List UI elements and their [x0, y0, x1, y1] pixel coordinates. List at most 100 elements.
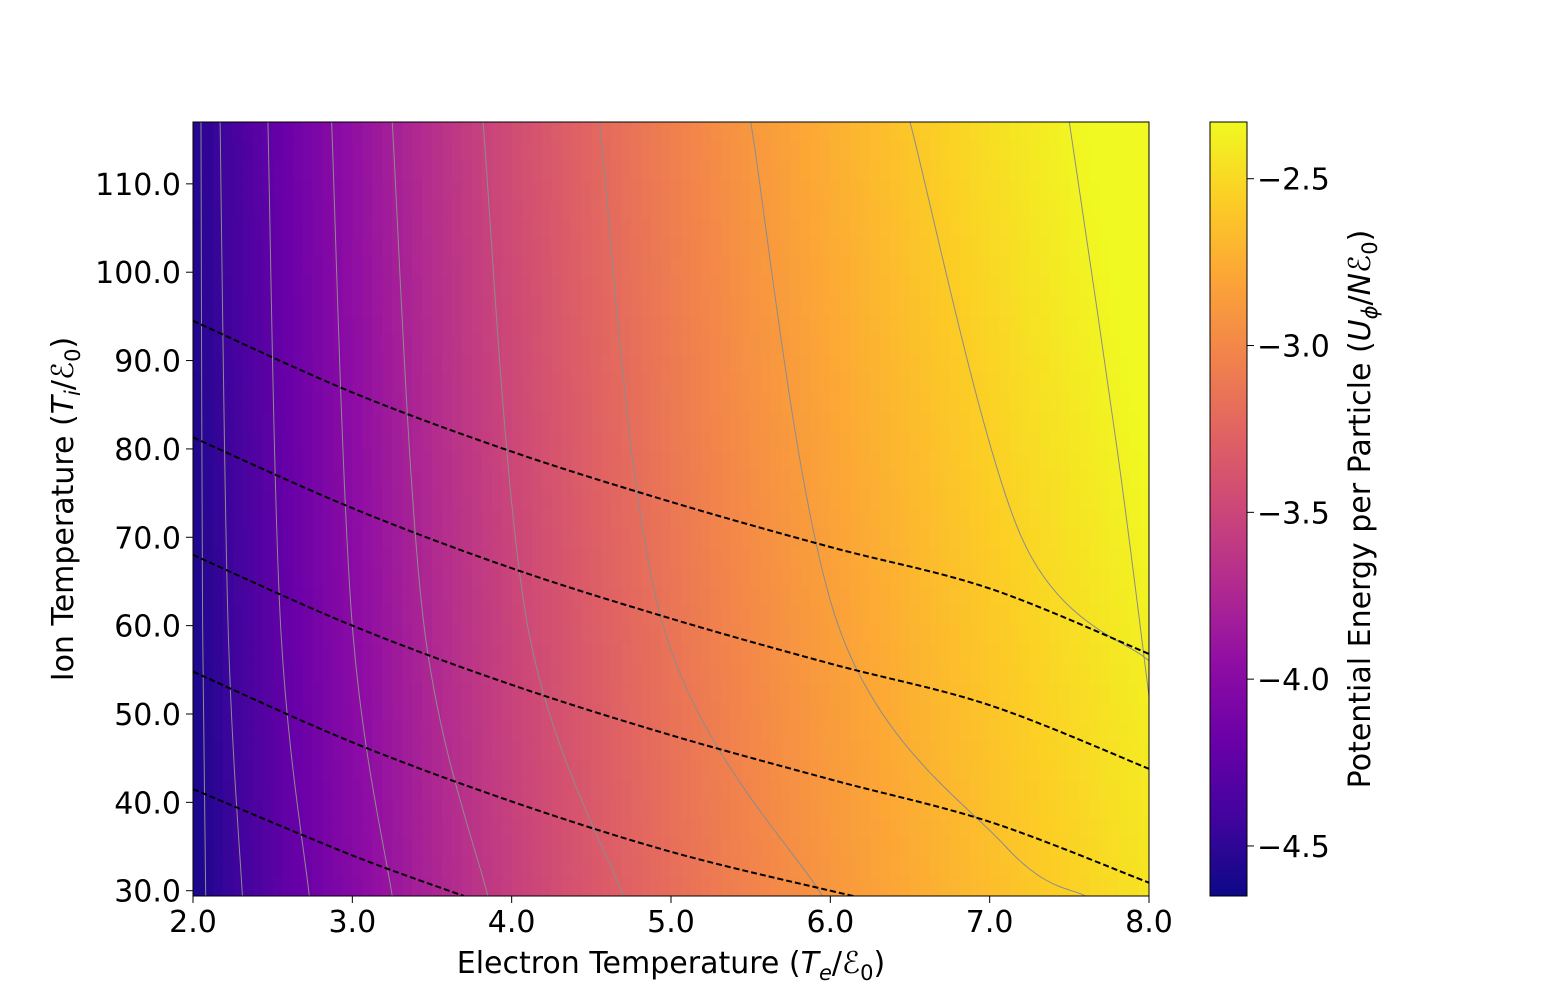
heatmap-cell: [730, 160, 742, 181]
heatmap-cell: [1069, 412, 1080, 433]
heatmap-cell: [501, 857, 513, 878]
heatmap-cell: [382, 141, 393, 162]
heatmap-cell: [900, 528, 911, 549]
heatmap-cell: [432, 392, 443, 413]
heatmap-cell: [979, 470, 991, 491]
heatmap-cell: [999, 354, 1011, 375]
heatmap-cell: [710, 354, 722, 375]
heatmap-cell: [1079, 470, 1090, 491]
heatmap-cell: [979, 605, 991, 626]
heatmap-cell: [282, 547, 294, 568]
heatmap-cell: [900, 334, 911, 355]
heatmap-cell: [212, 450, 224, 471]
heatmap-cell: [342, 218, 353, 239]
heatmap-cell: [591, 160, 602, 181]
heatmap-cell: [571, 741, 582, 762]
heatmap-cell: [441, 760, 453, 781]
heatmap-cell: [1049, 470, 1060, 491]
heatmap-cell: [212, 818, 224, 839]
heatmap-cell: [959, 334, 971, 355]
heatmap-cell: [1059, 450, 1070, 471]
heatmap-cell: [890, 238, 901, 259]
y-tick-label: 40.0: [114, 786, 181, 821]
heatmap-cell: [242, 276, 254, 297]
heatmap-cell: [939, 760, 951, 781]
heatmap: [193, 122, 1149, 896]
heatmap-cell: [402, 741, 413, 762]
heatmap-cell: [999, 818, 1011, 839]
heatmap-cell: [242, 663, 254, 684]
heatmap-cell: [1099, 238, 1110, 259]
heatmap-cell: [870, 296, 881, 317]
heatmap-cell: [1129, 625, 1140, 646]
heatmap-cell: [312, 238, 324, 259]
heatmap-cell: [491, 412, 503, 433]
heatmap-cell: [551, 528, 563, 549]
heatmap-cell: [800, 683, 812, 704]
heatmap-cell: [591, 760, 602, 781]
heatmap-cell: [621, 296, 632, 317]
heatmap-cell: [820, 334, 831, 355]
heatmap-cell: [1139, 702, 1149, 723]
heatmap-cell: [362, 547, 373, 568]
heatmap-cell: [1009, 180, 1021, 200]
heatmap-cell: [720, 644, 732, 665]
heatmap-cell: [910, 586, 921, 607]
heatmap-cell: [720, 528, 732, 549]
heatmap-cell: [332, 431, 343, 452]
heatmap-cell: [242, 857, 254, 878]
heatmap-cell: [292, 470, 304, 491]
heatmap-cell: [880, 218, 891, 239]
heatmap-cell: [362, 218, 373, 239]
heatmap-cell: [372, 779, 383, 800]
heatmap-cell: [272, 122, 284, 142]
heatmap-cell: [651, 741, 662, 762]
heatmap-cell: [740, 412, 752, 433]
heatmap-cell: [700, 741, 712, 762]
heatmap-cell: [850, 122, 861, 142]
heatmap-cell: [949, 818, 961, 839]
heatmap-cell: [591, 625, 602, 646]
heatmap-cell: [342, 199, 353, 220]
heatmap-cell: [481, 122, 493, 142]
heatmap-cell: [690, 431, 702, 452]
heatmap-cell: [362, 431, 373, 452]
heatmap-cell: [212, 683, 224, 704]
heatmap-cell: [1029, 799, 1041, 820]
heatmap-cell: [392, 567, 403, 587]
heatmap-cell: [412, 218, 423, 239]
heatmap-cell: [362, 276, 373, 297]
heatmap-cell: [262, 180, 274, 200]
heatmap-cell: [919, 373, 931, 394]
heatmap-cell: [222, 509, 234, 529]
heatmap-cell: [551, 412, 563, 433]
heatmap-cell: [671, 799, 682, 820]
heatmap-cell: [1109, 702, 1120, 723]
heatmap-cell: [202, 489, 214, 510]
heatmap-cell: [312, 354, 324, 375]
heatmap-cell: [511, 276, 523, 297]
heatmap-cell: [880, 586, 891, 607]
heatmap-cell: [900, 354, 911, 375]
heatmap-cell: [969, 663, 981, 684]
heatmap-cell: [193, 837, 204, 858]
heatmap-cell: [352, 450, 363, 471]
heatmap-cell: [541, 586, 553, 607]
heatmap-cell: [302, 276, 314, 297]
heatmap-cell: [1119, 373, 1130, 394]
heatmap-cell: [232, 489, 244, 510]
heatmap-cell: [730, 818, 742, 839]
heatmap-cell: [302, 567, 314, 587]
heatmap-cell: [1069, 450, 1080, 471]
heatmap-cell: [1089, 818, 1100, 839]
heatmap-cell: [690, 122, 702, 142]
heatmap-cell: [232, 799, 244, 820]
heatmap-cell: [531, 373, 543, 394]
heatmap-cell: [910, 392, 921, 413]
heatmap-cell: [541, 141, 553, 162]
heatmap-cell: [1019, 547, 1031, 568]
heatmap-cell: [1029, 315, 1041, 336]
heatmap-cell: [412, 760, 423, 781]
heatmap-cell: [491, 663, 503, 684]
x-tick-label: 7.0: [966, 905, 1014, 940]
